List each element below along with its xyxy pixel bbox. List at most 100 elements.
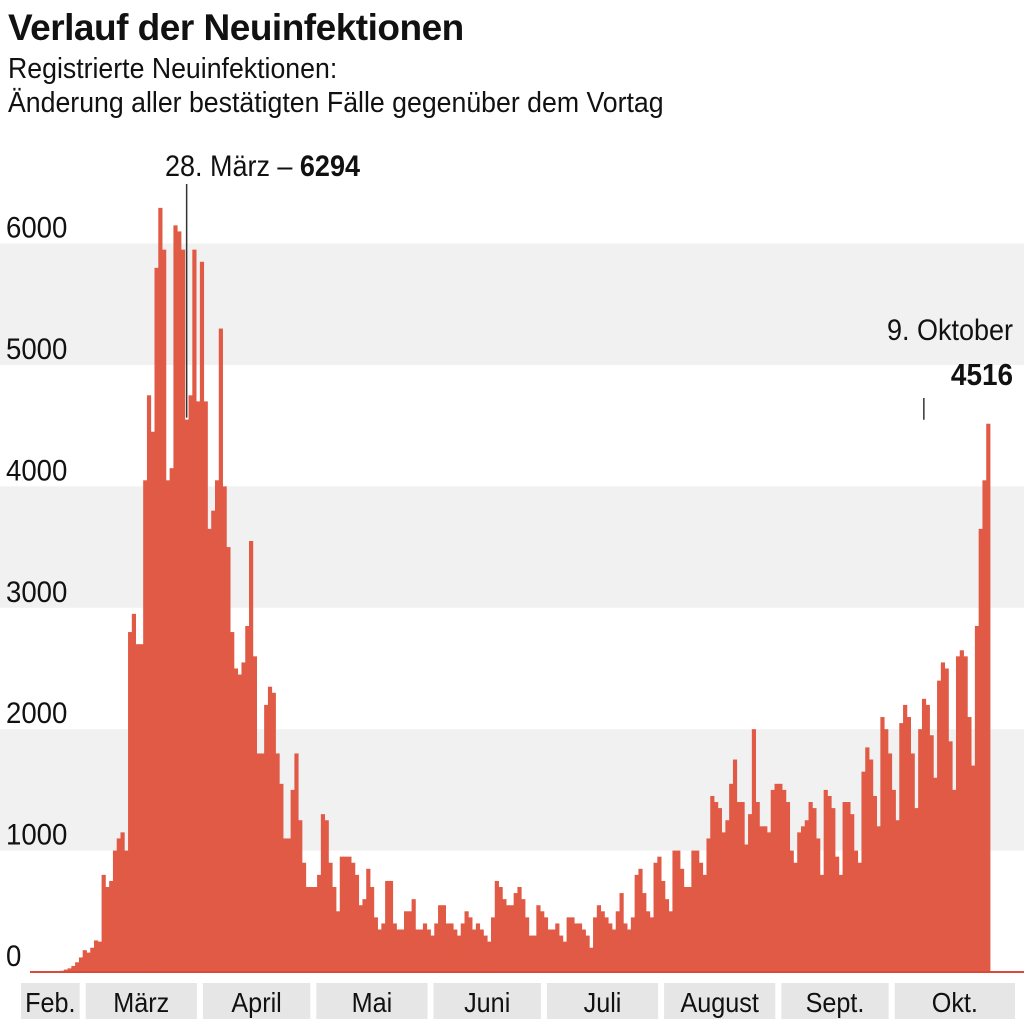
bar [668,911,673,972]
bar [249,541,254,972]
bar [630,917,636,972]
bar [75,962,80,972]
bar [755,802,760,972]
bar [740,802,745,972]
bar [766,832,772,972]
bar [407,911,412,972]
bar [789,850,794,972]
bar [396,929,401,972]
bar [237,674,242,972]
bar [600,911,605,972]
bar [627,929,632,972]
annotation-peak-october-date: 9. Oktober [887,314,1013,348]
bar [853,850,859,972]
bar [778,783,783,972]
month-label: Sept. [806,987,865,1019]
bar [218,328,223,972]
y-tick-label: 6000 [6,212,67,245]
chart-subtitle-line2: Änderung aller bestätigten Fälle gegenüb… [8,87,664,119]
bar [615,911,620,972]
bar [143,480,148,972]
bar [438,905,443,972]
bar [422,923,428,972]
bar [570,917,575,972]
bar [453,929,458,972]
bar [982,480,987,972]
bar [906,717,912,972]
bar [434,923,439,972]
bar [509,905,515,972]
bar [763,826,768,972]
bar [804,820,809,972]
bar [850,814,855,972]
bar [978,528,983,972]
bar [672,850,677,972]
month-label: April [231,987,281,1019]
bar [581,929,586,972]
bar [135,644,140,972]
bar [264,704,269,972]
bar [475,923,481,972]
bar [706,838,711,972]
bar [192,249,197,972]
bar [714,802,719,972]
bar [377,929,382,972]
month-band [433,983,541,1019]
bar [124,850,129,972]
bar [86,952,91,972]
bar [332,887,337,972]
bar [899,723,904,972]
month-label: Juni [464,987,510,1019]
bar [566,917,571,972]
bar [872,795,877,972]
bar [748,814,753,972]
bar [642,893,647,972]
bar [177,231,182,973]
bar [937,680,942,973]
bar [676,850,681,972]
bar [309,887,314,972]
month-band [202,983,311,1019]
bar [483,935,488,972]
bar [865,747,870,972]
bar [445,923,450,972]
y-tick-label: 0 [6,940,21,973]
bar [71,965,76,972]
bar [487,941,492,972]
bar [759,826,764,972]
bar [351,862,356,972]
bar [105,887,110,972]
y-axis-ticks: 0 1000 2000 3000 4000 5000 6000 [6,212,67,974]
bar [370,887,375,972]
bar [260,753,265,972]
month-band [894,983,1015,1019]
bar [838,874,843,973]
bar [585,935,590,972]
annotation-peak-october-value: 4516 [951,358,1013,393]
bar [131,613,137,972]
bar [717,808,722,972]
bar [948,741,953,972]
bar [645,911,651,972]
bar [211,510,216,972]
bar [335,911,341,972]
bar [880,717,885,972]
bar [577,923,583,972]
y-tick-label: 1000 [6,819,67,852]
bar [774,783,779,972]
bar [158,207,163,972]
bar [241,662,246,972]
bar [929,735,934,972]
bar [744,844,749,972]
bar [90,947,95,972]
bar [918,729,923,972]
y-tick-label: 2000 [6,697,67,730]
bar [812,808,817,972]
bar [869,759,874,972]
bar [388,880,394,972]
bar [884,729,889,972]
grid-band [0,243,1024,365]
bar [782,789,787,972]
bar [392,923,397,972]
bar [736,802,741,972]
